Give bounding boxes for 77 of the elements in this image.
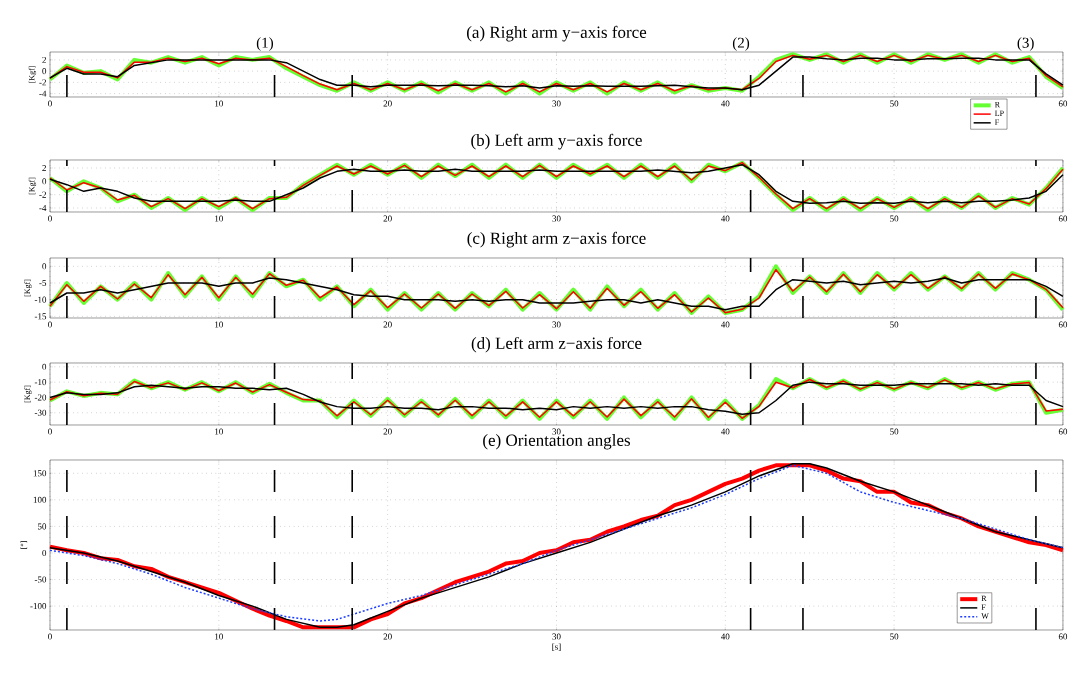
x-tick-label: 20	[383, 321, 392, 328]
x-tick-label: 40	[720, 428, 730, 435]
x-tick-label: 0	[48, 100, 52, 107]
x-tick-label: 50	[890, 100, 899, 107]
y-tick-label: 50	[37, 523, 47, 530]
text: (1)	[256, 37, 274, 51]
x-tick-label: 30	[552, 633, 561, 640]
y-tick-label: 100	[33, 496, 47, 503]
x-tick-label: 20	[383, 100, 392, 107]
legend-label: W	[981, 613, 989, 619]
x-tick-label: 10	[215, 215, 223, 222]
x-tick-label: 0	[48, 633, 52, 640]
x-tick-label: 10	[215, 100, 223, 107]
chart-title: (c) Right arm z−axis force	[467, 231, 646, 248]
y-tick-label: 2	[42, 56, 46, 63]
x-axis-title: [s]	[552, 643, 561, 651]
x-tick-label: 50	[890, 633, 899, 640]
y-tick-label: -50	[34, 576, 47, 583]
x-tick-label: 60	[1058, 215, 1068, 222]
x-tick-label: 20	[383, 428, 392, 435]
legend-label: R	[994, 102, 1001, 108]
y-tick-label: 0	[42, 363, 47, 370]
legend-label: F	[981, 604, 986, 610]
y-tick-label: -2	[39, 79, 46, 86]
chart-title: (a) Right arm y−axis force	[466, 25, 647, 42]
x-tick-label: 60	[1058, 321, 1068, 328]
chart-title: (b) Left arm y−axis force	[471, 133, 642, 150]
y-axis-title: [Kgf]	[24, 279, 32, 297]
y-tick-label: 0	[42, 68, 47, 75]
x-tick-label: 10	[215, 633, 223, 640]
y-axis-title: [Kgf]	[28, 66, 37, 83]
chart-title: (d) Left arm z−axis force	[471, 336, 642, 353]
y-tick-label: -2	[39, 191, 46, 198]
x-tick-label: 40	[720, 215, 730, 222]
x-tick-label: 0	[48, 215, 52, 222]
y-tick-label: -20	[34, 394, 47, 401]
x-tick-label: 0	[48, 321, 52, 328]
x-tick-label: 30	[552, 100, 561, 107]
x-tick-label: 30	[552, 428, 561, 435]
y-tick-label: -15	[34, 313, 47, 320]
y-tick-label: 0	[42, 263, 47, 270]
y-tick-label: -100	[30, 603, 47, 610]
y-axis-title: [°]	[20, 541, 28, 549]
x-tick-label: 40	[720, 321, 730, 328]
y-tick-label: -10	[34, 379, 47, 386]
text: (3)	[1017, 37, 1034, 51]
x-tick-label: 60	[1058, 100, 1068, 107]
legend-label: LP	[994, 110, 1004, 116]
x-tick-label: 60	[1058, 428, 1068, 435]
x-tick-label: 20	[383, 633, 392, 640]
y-axis-title: [Kgf]	[24, 385, 32, 403]
legend-label: R	[981, 595, 987, 602]
x-tick-label: 30	[552, 321, 561, 328]
x-tick-label: 0	[48, 428, 52, 435]
x-tick-label: 10	[215, 428, 223, 435]
legend-label: F	[994, 119, 999, 125]
y-tick-label: 150	[33, 470, 47, 477]
x-tick-label: 30	[552, 215, 561, 222]
x-tick-label: 40	[720, 633, 730, 640]
y-tick-label: -4	[39, 205, 47, 211]
y-tick-label: -4	[39, 90, 47, 97]
x-tick-label: 20	[383, 215, 392, 222]
y-tick-label: -30	[34, 409, 47, 416]
x-tick-label: 50	[890, 215, 899, 222]
x-tick-label: 10	[215, 321, 223, 328]
x-tick-label: 50	[890, 321, 899, 328]
y-tick-label: 0	[42, 549, 47, 557]
x-tick-label: 60	[1058, 633, 1068, 640]
x-tick-label: 50	[890, 428, 899, 435]
text: (2)	[732, 37, 750, 51]
y-tick-label: -5	[39, 280, 47, 286]
y-tick-label: 2	[42, 165, 46, 171]
x-tick-label: 40	[720, 100, 730, 107]
chart-title: (e) Orientation angles	[483, 434, 630, 450]
y-tick-label: -10	[34, 296, 47, 303]
y-tick-label: 0	[42, 178, 47, 185]
y-axis-title: [Kgf]	[28, 177, 37, 195]
